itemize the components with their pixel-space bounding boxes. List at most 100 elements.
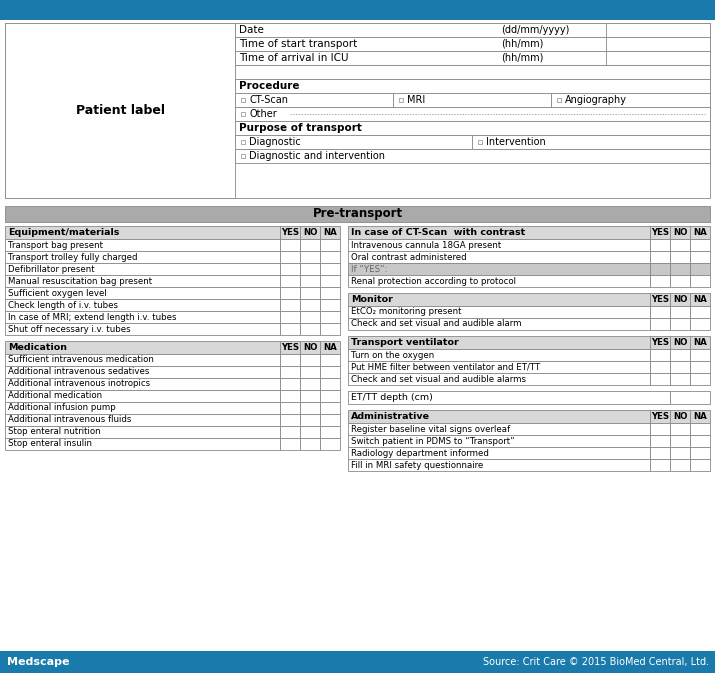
Bar	[670, 251, 690, 263]
Bar	[300, 438, 320, 450]
Bar	[280, 263, 300, 275]
Bar	[690, 318, 710, 330]
Bar	[235, 79, 710, 93]
Bar	[393, 93, 551, 107]
Text: Administrative: Administrative	[351, 412, 430, 421]
Bar	[5, 438, 280, 450]
Bar	[300, 239, 320, 251]
Bar	[650, 423, 670, 435]
Bar	[348, 349, 650, 361]
Bar	[670, 435, 690, 447]
Bar	[5, 299, 280, 311]
Text: Medscape: Medscape	[7, 657, 69, 667]
Bar	[280, 341, 300, 354]
Bar	[5, 323, 280, 335]
Bar	[650, 226, 670, 239]
Bar	[348, 410, 650, 423]
Bar	[670, 336, 690, 349]
Bar	[5, 402, 280, 414]
Text: NA: NA	[693, 338, 707, 347]
Bar	[650, 361, 670, 373]
Text: (dd/mm/yyyy): (dd/mm/yyyy)	[501, 25, 569, 35]
Bar	[235, 65, 710, 79]
Bar	[670, 459, 690, 471]
Text: Check and set visual and audible alarms: Check and set visual and audible alarms	[351, 374, 526, 384]
Bar	[348, 239, 650, 251]
Bar	[606, 37, 710, 51]
Text: Check and set visual and audible alarm: Check and set visual and audible alarm	[351, 320, 521, 328]
Bar	[690, 459, 710, 471]
Bar	[280, 226, 300, 239]
Bar	[690, 349, 710, 361]
Text: CT-Scan: CT-Scan	[249, 95, 288, 105]
Bar	[348, 293, 650, 306]
Text: In case of MRI; extend length i.v. tubes: In case of MRI; extend length i.v. tubes	[8, 312, 177, 322]
Text: YES: YES	[281, 228, 299, 237]
Bar	[5, 378, 280, 390]
Text: NA: NA	[693, 412, 707, 421]
Bar	[280, 323, 300, 335]
Bar	[280, 354, 300, 366]
Text: Other: Other	[249, 109, 277, 119]
Bar	[235, 149, 710, 163]
Bar	[320, 226, 340, 239]
Bar	[650, 293, 670, 306]
Text: Diagnostic: Diagnostic	[249, 137, 301, 147]
Bar	[300, 299, 320, 311]
Text: Pre-transport: Pre-transport	[312, 207, 403, 221]
Text: Intervention: Intervention	[486, 137, 546, 147]
Bar	[5, 354, 280, 366]
Text: YES: YES	[281, 343, 299, 352]
Bar	[300, 323, 320, 335]
Bar	[348, 373, 650, 385]
Bar	[650, 263, 670, 275]
Bar	[280, 438, 300, 450]
Text: NA: NA	[693, 228, 707, 237]
Text: Manual resuscitation bag present: Manual resuscitation bag present	[8, 277, 152, 285]
Bar	[690, 373, 710, 385]
Bar	[320, 251, 340, 263]
Bar	[670, 263, 690, 275]
Bar	[320, 323, 340, 335]
Text: Transport ventilator: Transport ventilator	[351, 338, 459, 347]
Text: Patient label: Patient label	[76, 104, 164, 117]
Bar	[670, 423, 690, 435]
Bar	[280, 299, 300, 311]
Text: YES: YES	[651, 412, 669, 421]
Bar	[5, 341, 280, 354]
Text: Time of arrival in ICU: Time of arrival in ICU	[239, 53, 348, 63]
Bar	[348, 263, 650, 275]
Bar	[670, 306, 690, 318]
Text: Shut off necessary i.v. tubes: Shut off necessary i.v. tubes	[8, 324, 131, 334]
Text: Sufficient intravenous medication: Sufficient intravenous medication	[8, 355, 154, 365]
Bar	[280, 311, 300, 323]
Bar	[690, 263, 710, 275]
Bar	[650, 410, 670, 423]
Bar	[690, 361, 710, 373]
Bar	[5, 366, 280, 378]
Text: Fill in MRI safety questionnaire: Fill in MRI safety questionnaire	[351, 460, 483, 470]
Bar	[320, 275, 340, 287]
Bar	[300, 287, 320, 299]
Bar	[235, 23, 710, 37]
Text: Register baseline vital signs overleaf: Register baseline vital signs overleaf	[351, 425, 510, 433]
Bar	[280, 414, 300, 426]
Bar	[280, 426, 300, 438]
Bar	[650, 336, 670, 349]
Bar	[320, 299, 340, 311]
Bar	[320, 287, 340, 299]
Bar	[280, 390, 300, 402]
Bar	[348, 447, 650, 459]
Bar	[235, 121, 710, 135]
Bar	[300, 354, 320, 366]
Text: (hh/mm): (hh/mm)	[501, 53, 543, 63]
Bar	[280, 275, 300, 287]
Bar	[348, 361, 650, 373]
Text: ET/TT depth (cm): ET/TT depth (cm)	[351, 393, 433, 402]
Bar	[650, 306, 670, 318]
Bar	[5, 287, 280, 299]
Bar	[650, 349, 670, 361]
Text: Renal protection according to protocol: Renal protection according to protocol	[351, 277, 516, 285]
Bar	[320, 438, 340, 450]
Text: Radiology department informed: Radiology department informed	[351, 448, 489, 458]
